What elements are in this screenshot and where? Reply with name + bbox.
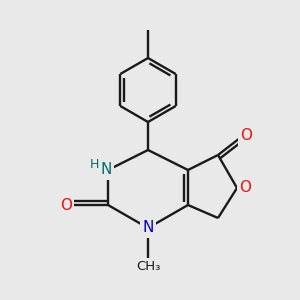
Text: O: O bbox=[239, 181, 251, 196]
Text: CH₃: CH₃ bbox=[136, 260, 160, 272]
Text: N: N bbox=[100, 163, 112, 178]
Text: O: O bbox=[240, 128, 252, 143]
Text: H: H bbox=[89, 158, 99, 172]
Text: O: O bbox=[60, 197, 72, 212]
Text: N: N bbox=[142, 220, 154, 236]
